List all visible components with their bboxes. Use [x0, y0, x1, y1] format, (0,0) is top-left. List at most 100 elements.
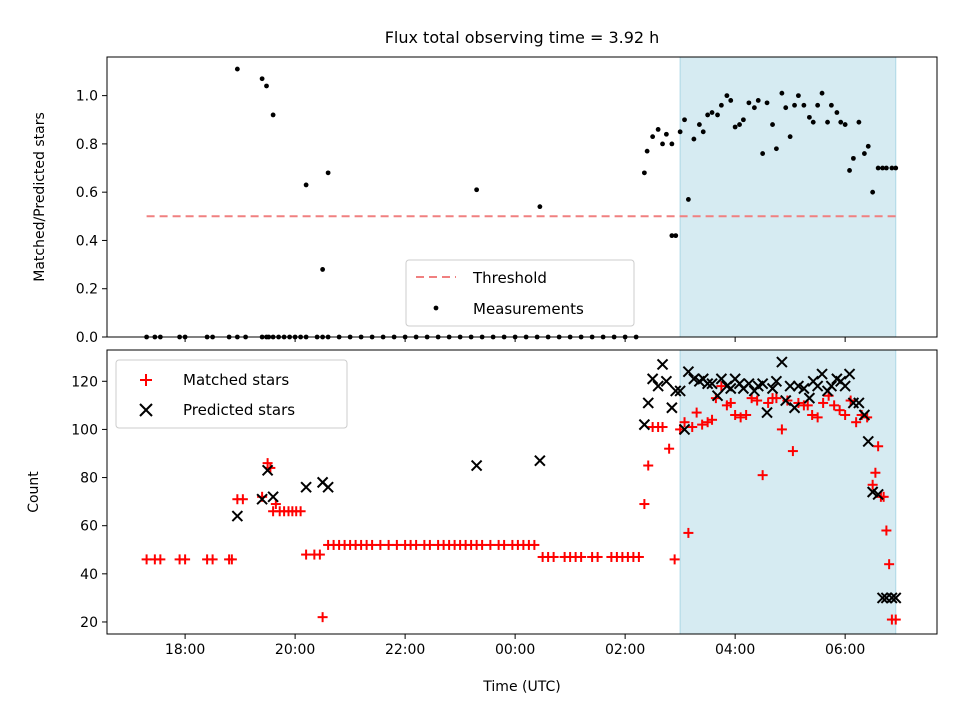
matched-star-point — [812, 412, 823, 423]
measurement-point — [787, 134, 793, 140]
predicted-star-point — [784, 380, 796, 392]
y-tick-label: 0.2 — [76, 282, 98, 298]
bottom-y-axis-label: Count — [26, 471, 42, 513]
matched-star-point — [317, 612, 328, 623]
y-tick-label: 0.4 — [76, 233, 98, 249]
measurement-point — [792, 102, 797, 108]
y-tick-label: 0.8 — [76, 137, 98, 153]
predicted-star-point — [701, 377, 714, 390]
measurement-point — [795, 93, 801, 99]
predicted-star-point — [776, 356, 788, 368]
bottom-axes-frame — [106, 349, 938, 635]
matched-star-point — [807, 409, 818, 420]
measurement-point — [764, 100, 770, 106]
predicted-star-point — [725, 382, 737, 395]
matched-star-point — [834, 405, 845, 416]
matched-star-point — [679, 417, 690, 428]
measurement-point — [819, 90, 825, 96]
predicted-star-point — [534, 455, 546, 467]
measurement-point — [663, 131, 669, 137]
measurement-point — [815, 102, 821, 108]
matched-star-point — [683, 527, 694, 538]
measurement-point — [746, 100, 752, 106]
measurement-point — [783, 105, 789, 111]
predicted-x-b — [678, 423, 691, 436]
predicted-x-b — [316, 476, 329, 489]
measurement-point — [870, 189, 876, 195]
measurement-point — [740, 117, 746, 123]
matched-star-point — [592, 551, 603, 562]
matched-star-point — [725, 397, 736, 408]
predicted-x-b — [872, 488, 884, 501]
predicted-star-point — [876, 592, 889, 604]
predicted-star-point — [711, 390, 724, 402]
measurement-point — [751, 105, 757, 111]
predicted-x-b — [470, 459, 483, 472]
matched-star-point — [180, 554, 191, 565]
matched-star-point — [295, 506, 306, 517]
matched-star-point — [237, 494, 248, 505]
measurement-point — [655, 127, 661, 132]
matched-star-point — [890, 614, 901, 625]
predicted-x-b — [862, 435, 874, 448]
measurement-point — [234, 66, 240, 72]
measurement-point — [320, 267, 326, 272]
measurement-point — [893, 165, 899, 171]
predicted-x-b — [652, 380, 664, 392]
predicted-star-point — [642, 397, 654, 409]
predicted-star-point — [853, 397, 865, 409]
measurement-point — [724, 93, 730, 99]
predicted-x-b — [642, 397, 654, 409]
matched-star-point — [763, 397, 774, 408]
measurement-point — [838, 119, 844, 125]
matched-star-point — [851, 417, 862, 428]
measurement-point — [770, 122, 775, 127]
y-tick-label: 120 — [71, 374, 98, 390]
measurement-point — [673, 233, 679, 239]
predicted-x-b — [788, 402, 801, 414]
predicted-stars-points — [231, 356, 902, 604]
matched-star-point — [314, 549, 325, 560]
predicted-x-b — [831, 373, 843, 385]
measurement-point — [755, 98, 761, 103]
measurement-point — [715, 112, 720, 118]
predicted-x-b — [792, 380, 805, 392]
y-tick-label: 40 — [80, 567, 98, 583]
matched-star-point — [787, 446, 798, 457]
predicted-x-b — [666, 402, 678, 414]
matched-star-point — [207, 554, 218, 565]
matched-star-point — [840, 409, 851, 420]
predicted-x-b — [715, 373, 728, 385]
legend-matched-label: Matched stars — [183, 371, 289, 389]
matched-star-point — [730, 409, 741, 420]
predicted-star-point — [666, 402, 678, 414]
measurement-point — [682, 117, 687, 123]
matched-star-point — [867, 479, 878, 490]
predicted-star-point — [706, 377, 718, 390]
legend-matched-swatch — [140, 374, 152, 386]
measurement-point — [700, 129, 706, 135]
predicted-star-point — [811, 380, 824, 392]
predicted-x-b — [701, 377, 714, 390]
measurement-point — [669, 141, 675, 147]
y-tick-label: 0.6 — [76, 185, 98, 201]
measurement-point — [779, 90, 785, 96]
measurement-point — [883, 165, 889, 171]
predicted-x-b — [656, 358, 669, 371]
predicted-star-point — [843, 368, 856, 380]
matched-star-point — [776, 424, 787, 435]
matched-star-point — [643, 460, 654, 471]
measurement-point — [669, 233, 675, 239]
y-tick-label: 20 — [80, 615, 98, 631]
matched-star-point — [757, 470, 768, 481]
predicted-x-b — [674, 385, 686, 397]
bottom-legend: Matched stars Predicted stars — [115, 359, 348, 429]
measurement-point — [737, 122, 742, 127]
x-tick-label: 22:00 — [385, 642, 425, 658]
bottom-legend-box — [115, 359, 348, 429]
matched-star-point — [870, 467, 881, 478]
matched-star-point — [226, 554, 237, 565]
predicted-star-point — [646, 373, 659, 385]
measurement-point — [264, 83, 269, 89]
predicted-star-point — [872, 488, 884, 501]
